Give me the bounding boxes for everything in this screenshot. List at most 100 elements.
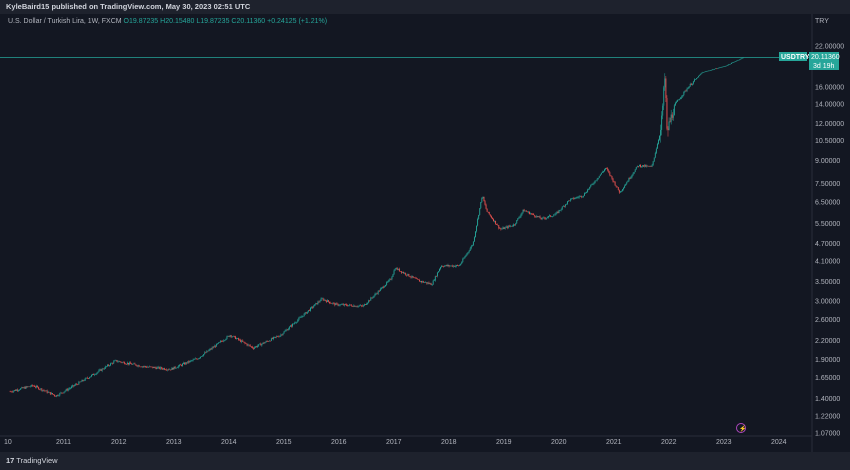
candle-body: [573, 197, 575, 200]
candle-body: [634, 169, 636, 173]
candle-body: [461, 262, 463, 264]
candle-body: [460, 263, 462, 266]
candle-body: [284, 330, 286, 332]
candle-body: [111, 363, 113, 364]
candle-body: [147, 366, 149, 368]
candle-body: [182, 363, 183, 366]
candle-body: [469, 248, 471, 251]
candle-body: [659, 135, 660, 140]
candle-body: [592, 183, 594, 185]
candle-body: [618, 190, 620, 193]
candle-body: [105, 366, 107, 367]
candle-body: [66, 389, 68, 391]
candle-body: [468, 250, 470, 253]
candle-body: [611, 176, 613, 179]
candle-body: [256, 346, 258, 348]
candle-body: [90, 376, 91, 378]
brand-bar: 17 TradingView: [0, 452, 850, 470]
candle-body: [568, 200, 570, 202]
candle-body: [243, 341, 245, 343]
candle-body: [225, 338, 227, 341]
x-tick-label: 2013: [166, 439, 182, 446]
candle-body: [249, 345, 251, 347]
candle-body: [238, 338, 240, 340]
candle-body: [628, 178, 630, 182]
candle-body: [480, 202, 482, 209]
candle-body: [44, 390, 46, 392]
candle-body: [503, 227, 505, 229]
candle-body: [242, 340, 244, 342]
candle-body: [230, 335, 232, 337]
candle-body: [720, 67, 722, 68]
candle-body: [462, 258, 464, 263]
candle-body: [118, 361, 120, 362]
y-tick-label: 6.50000: [815, 200, 840, 207]
candle-body: [490, 215, 492, 218]
candle-body: [546, 217, 548, 218]
candle-body: [317, 301, 319, 305]
candle-body: [535, 216, 537, 218]
candle-body: [471, 245, 473, 246]
price-label-countdown: 3d 19h: [813, 63, 835, 70]
candle-body: [152, 366, 154, 368]
candle-body: [315, 303, 317, 305]
candle-body: [273, 337, 274, 339]
current-price-label: USDTRY 20.11360 3d 19h: [779, 52, 840, 70]
candle-body: [288, 326, 290, 329]
candle-body: [179, 364, 181, 366]
candle-body: [353, 305, 355, 307]
candle-body: [642, 165, 644, 167]
candle-body: [357, 305, 359, 307]
candle-body: [334, 303, 336, 306]
y-tick-label: 1.22000: [815, 414, 840, 421]
candle-body: [46, 390, 48, 393]
candle-body: [50, 393, 52, 395]
candle-body: [391, 276, 393, 280]
candle-body: [277, 336, 279, 338]
candle-body: [32, 385, 34, 387]
candle-body: [54, 394, 55, 396]
candle-body: [360, 305, 362, 306]
candle-body: [296, 321, 298, 323]
candle-body: [622, 189, 623, 191]
candle-body: [593, 183, 595, 184]
candle-body: [186, 362, 188, 364]
candle-body: [581, 196, 583, 198]
candle-body: [122, 362, 124, 363]
candle-body: [61, 392, 63, 394]
candle-body: [723, 66, 725, 67]
candle-body: [589, 186, 591, 189]
candle-body: [665, 78, 667, 99]
symbol-name: U.S. Dollar / Turkish Lira, 1W, FXCM: [8, 18, 122, 25]
candle-body: [585, 193, 586, 194]
candle-body: [533, 213, 535, 216]
candle-body: [232, 335, 234, 337]
candle-body: [494, 220, 495, 222]
candle-body: [155, 367, 157, 369]
candle-body: [591, 184, 593, 185]
candle-body: [172, 367, 174, 370]
candle-body: [368, 300, 370, 303]
candle-body: [551, 216, 553, 218]
candle-body: [501, 228, 503, 230]
candle-body: [648, 165, 650, 167]
candle-body: [475, 231, 476, 238]
y-tick-label: 1.07000: [815, 431, 840, 438]
candle-body: [151, 366, 153, 368]
candle-body: [73, 385, 75, 387]
candle-body: [376, 293, 378, 295]
candle-body: [252, 347, 254, 349]
candle-body: [426, 282, 428, 284]
candle-body: [489, 214, 491, 216]
candle-body: [338, 305, 340, 306]
candle-body: [436, 272, 438, 277]
candle-body: [566, 203, 567, 205]
event-marker-icon[interactable]: ⚡: [736, 423, 747, 433]
candle-body: [188, 361, 190, 363]
candle-body: [635, 166, 637, 170]
candle-body: [538, 216, 540, 217]
candle-body: [183, 362, 185, 364]
candle-body: [136, 365, 138, 367]
candle-body: [578, 196, 580, 198]
